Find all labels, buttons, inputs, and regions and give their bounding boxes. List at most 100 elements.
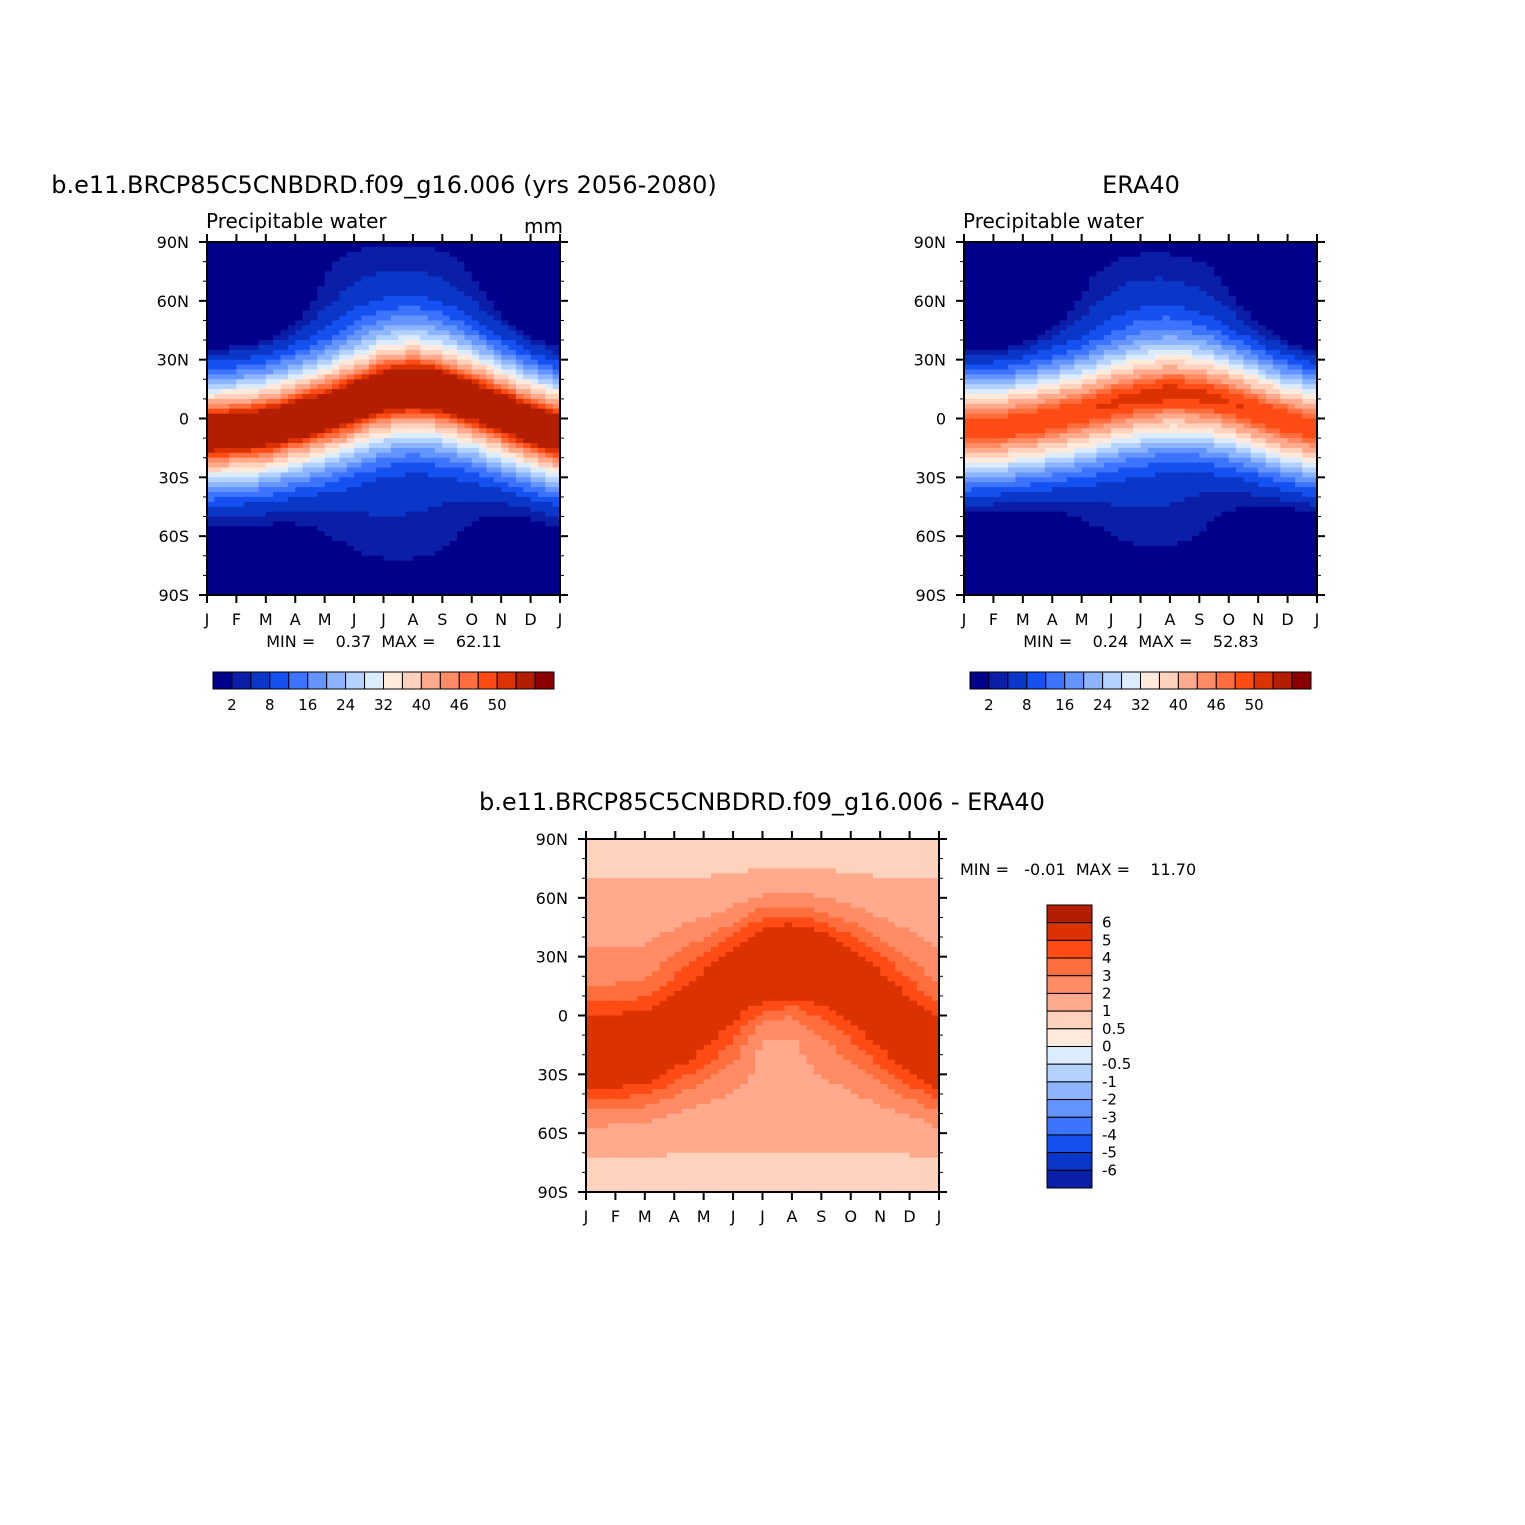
field-cell — [339, 433, 348, 439]
field-cell — [383, 590, 392, 596]
field-cell — [243, 550, 252, 557]
field-cell — [442, 501, 451, 508]
field-cell — [273, 305, 282, 312]
field-cell — [993, 246, 1002, 253]
field-cell — [273, 423, 282, 429]
field-cell — [978, 286, 987, 292]
field-cell — [258, 447, 267, 454]
field-cell — [214, 320, 223, 326]
field-cell — [1302, 374, 1311, 380]
field-cell — [479, 585, 488, 591]
field-cell — [324, 276, 333, 282]
field-cell — [236, 310, 245, 317]
field-cell — [221, 349, 230, 356]
field-cell — [420, 354, 429, 361]
field-cell — [552, 349, 561, 356]
field-cell — [1169, 305, 1178, 312]
field-cell — [368, 545, 377, 552]
field-cell — [383, 389, 392, 395]
field-cell — [1052, 276, 1061, 282]
field-cell — [1022, 354, 1031, 361]
field-cell — [317, 462, 326, 469]
field-cell — [449, 467, 458, 474]
field-cell — [376, 447, 385, 454]
field-cell — [442, 433, 451, 439]
field-cell — [309, 261, 318, 268]
field-cell — [1015, 286, 1024, 292]
field-cell — [412, 531, 421, 537]
field-cell — [236, 384, 245, 390]
field-cell — [1133, 310, 1142, 317]
field-cell — [251, 580, 260, 586]
field-cell — [243, 438, 252, 444]
field-cell — [324, 354, 333, 361]
field-cell — [295, 541, 304, 547]
field-cell — [412, 403, 421, 410]
field-cell — [986, 335, 995, 341]
field-cell — [332, 526, 340, 532]
field-cell — [236, 276, 245, 282]
field-cell — [493, 496, 502, 503]
field-cell — [332, 389, 340, 395]
field-cell — [1243, 359, 1252, 366]
field-cell — [427, 565, 436, 572]
field-cell — [258, 531, 267, 537]
field-cell — [398, 246, 407, 253]
field-cell — [1294, 281, 1303, 287]
field-cell — [530, 555, 539, 562]
field-cell — [1228, 295, 1237, 302]
field-cell — [537, 555, 546, 562]
field-cell — [324, 271, 333, 277]
field-cell — [339, 389, 348, 395]
field-cell — [1008, 305, 1017, 312]
field-cell — [523, 590, 532, 596]
field-cell — [471, 550, 480, 557]
field-cell — [229, 320, 238, 326]
field-cell — [1258, 364, 1267, 371]
field-cell — [1096, 330, 1105, 336]
field-cell — [420, 335, 429, 341]
field-cell — [405, 310, 414, 317]
field-cell — [1030, 242, 1039, 248]
field-cell — [243, 286, 252, 292]
field-cell — [1125, 335, 1134, 341]
field-cell — [368, 286, 377, 292]
field-cell — [537, 281, 546, 287]
field-cell — [508, 555, 517, 562]
field-cell — [287, 545, 296, 552]
field-cell — [1272, 344, 1281, 351]
field-cell — [1015, 291, 1024, 297]
field-cell — [368, 256, 377, 263]
field-cell — [405, 526, 414, 532]
field-cell — [273, 256, 282, 263]
field-cell — [545, 428, 554, 434]
field-cell — [442, 344, 451, 351]
field-cell — [1059, 340, 1068, 346]
field-cell — [1037, 246, 1046, 253]
field-cell — [236, 364, 245, 371]
field-cell — [251, 531, 260, 537]
field-cell — [383, 496, 392, 503]
field-cell — [243, 418, 252, 424]
field-cell — [1089, 246, 1097, 253]
field-cell — [265, 330, 274, 336]
field-cell — [1140, 340, 1149, 346]
field-cell — [317, 403, 326, 410]
field-cell — [368, 560, 377, 567]
field-cell — [427, 408, 436, 415]
field-cell — [464, 354, 473, 361]
field-cell — [545, 511, 554, 518]
field-cell — [493, 457, 502, 464]
field-cell — [302, 496, 311, 503]
field-cell — [251, 438, 260, 444]
field-cell — [434, 354, 443, 361]
field-cell — [1184, 276, 1193, 282]
field-cell — [978, 354, 987, 361]
field-cell — [1015, 330, 1024, 336]
field-cell — [383, 300, 392, 307]
field-cell — [258, 585, 267, 591]
field-cell — [1133, 256, 1142, 263]
field-cell — [537, 565, 546, 572]
field-cell — [530, 545, 539, 552]
field-cell — [479, 349, 488, 356]
